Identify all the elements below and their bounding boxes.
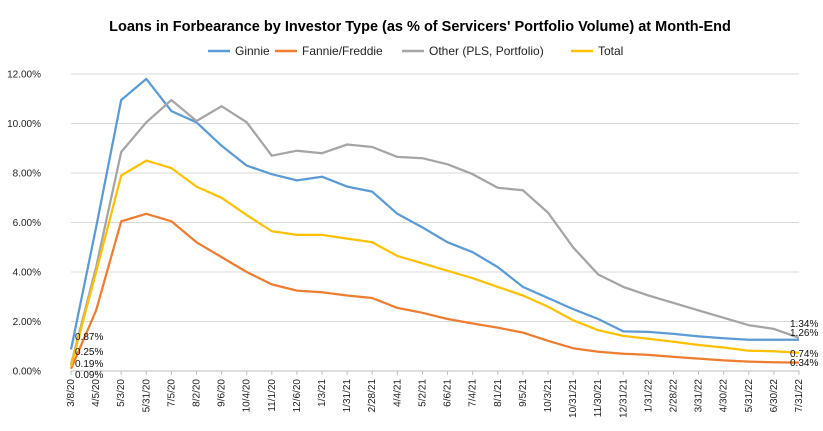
series-lines: [69, 77, 800, 370]
series-line-ginnie: [69, 77, 799, 350]
x-tick-label: 5/31/20: [141, 379, 152, 413]
x-tick-label: 7/4/21: [468, 379, 479, 407]
end-data-label: 1.34%: [790, 319, 818, 330]
x-tick-label: 1/31/21: [342, 379, 353, 413]
x-tick-label: 2/28/21: [367, 379, 378, 413]
x-tick-label: 3/8/20: [66, 379, 77, 407]
series-line-fannie-freddie: [69, 212, 800, 370]
series-line-other-pls-portfolio: [69, 98, 800, 366]
series-line-total: [69, 159, 800, 367]
x-tick-label: 9/5/21: [518, 379, 529, 407]
x-tick-label: 8/1/21: [493, 379, 504, 407]
end-data-label: 0.74%: [790, 349, 818, 360]
legend-label: Total: [598, 44, 623, 58]
x-tick-label: 8/2/20: [192, 379, 203, 407]
y-tick-label: 4.00%: [13, 268, 41, 279]
x-tick-label: 11/1/20: [267, 379, 278, 412]
start-data-label: 0.09%: [75, 370, 103, 381]
start-data-label: 0.87%: [75, 332, 103, 343]
x-tick-label: 10/4/20: [242, 379, 253, 413]
x-tick-label: 5/2/21: [417, 379, 428, 407]
y-tick-label: 10.00%: [7, 119, 41, 130]
x-tick-label: 10/3/21: [543, 379, 554, 413]
end-data-label: 0.34%: [790, 358, 818, 369]
x-tick-label: 1/31/22: [643, 379, 654, 413]
start-data-label: 0.19%: [75, 359, 103, 370]
x-tick-label: 11/30/21: [593, 379, 604, 418]
legend-label: Fannie/Freddie: [302, 44, 383, 58]
start-data-label: 0.25%: [75, 347, 103, 358]
gridlines: [71, 73, 799, 372]
x-tick-label: 2/28/22: [668, 379, 679, 413]
y-tick-label: 6.00%: [13, 218, 41, 229]
y-tick-label: 8.00%: [13, 169, 41, 180]
legend: Ginnie Fannie/Freddie Other (PLS, Portfoli…: [208, 44, 623, 58]
x-tick-label: 12/6/20: [292, 379, 303, 413]
x-tick-label: 6/30/22: [769, 379, 780, 413]
x-tick-label: 1/3/21: [317, 379, 328, 407]
x-tick-label: 4/30/22: [719, 379, 730, 413]
x-tick-label: 7/31/22: [794, 379, 805, 413]
y-tick-label: 12.00%: [7, 70, 41, 81]
x-tick-label: 5/3/20: [116, 379, 127, 407]
x-tick-label: 6/6/21: [443, 379, 454, 407]
x-tick-label: 5/31/22: [744, 379, 755, 413]
x-tick-label: 12/31/21: [618, 379, 629, 418]
data-labels: 0.87% 0.25%0.19%0.09% 1.34%1.26% 0.74%0.34%: [75, 319, 818, 381]
x-tick-label: 7/5/20: [166, 379, 177, 407]
legend-label: Other (PLS, Portfolio): [429, 44, 544, 58]
chart-title: Loans in Forbearance by Investor Type (a…: [109, 19, 731, 35]
y-axis: 0.00% 2.00% 4.00% 6.00% 8.00% 10.00% 12.00%: [7, 70, 41, 378]
x-axis: 3/8/20 4/5/20 5/3/20 5/31/20 7/5/20 8/2/20 9/6…: [66, 371, 805, 418]
end-data-label: 1.26%: [790, 328, 818, 339]
legend-label: Ginnie: [235, 44, 270, 58]
x-tick-label: 4/4/21: [392, 379, 403, 407]
x-tick-label: 10/31/21: [568, 379, 579, 418]
x-tick-label: 4/5/20: [91, 379, 102, 407]
x-tick-label: 9/6/20: [217, 379, 228, 407]
y-tick-label: 2.00%: [13, 317, 41, 328]
x-tick-label: 3/31/22: [694, 379, 705, 413]
y-tick-label: 0.00%: [13, 367, 41, 378]
